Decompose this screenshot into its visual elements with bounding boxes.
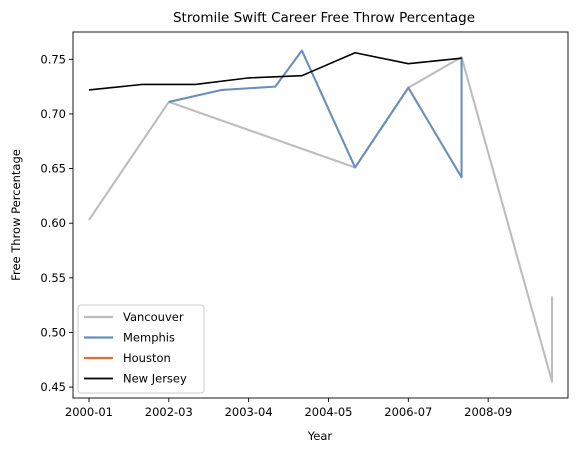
plot-frame bbox=[72, 31, 569, 399]
y-tick-label: 0.55 bbox=[40, 271, 66, 285]
y-tick-label: 0.65 bbox=[40, 162, 66, 176]
y-tick-label: 0.70 bbox=[40, 107, 66, 121]
y-axis: 0.45 0.50 0.55 0.60 0.65 0.70 0.75 bbox=[40, 52, 73, 394]
chart-title: Stromile Swift Career Free Throw Percent… bbox=[173, 10, 475, 26]
y-axis-label: Free Throw Percentage bbox=[9, 149, 23, 281]
x-tick-label: 2003-04 bbox=[225, 405, 273, 419]
x-tick-label: 2004-05 bbox=[304, 405, 352, 419]
legend-label-vancouver: Vancouver bbox=[123, 310, 184, 324]
legend-label-new-jersey: New Jersey bbox=[123, 372, 187, 386]
y-tick-label: 0.60 bbox=[40, 216, 66, 230]
legend-frame bbox=[77, 304, 205, 394]
x-tick-label: 2000-01 bbox=[65, 405, 113, 419]
legend-label-houston: Houston bbox=[123, 351, 171, 365]
legend-label-memphis: Memphis bbox=[123, 331, 175, 345]
series-line-memphis bbox=[168, 49, 463, 179]
legend: Vancouver Memphis Houston New Jersey bbox=[77, 304, 205, 394]
y-tick-label: 0.75 bbox=[40, 52, 66, 66]
y-tick-label: 0.45 bbox=[40, 380, 66, 394]
x-tick-label: 2008-09 bbox=[464, 405, 512, 419]
y-tick-label: 0.50 bbox=[40, 325, 66, 339]
x-axis-label: Year bbox=[307, 429, 333, 443]
x-tick-label: 2006-07 bbox=[384, 405, 432, 419]
series-line-new-jersey bbox=[88, 51, 462, 91]
series-layer bbox=[88, 49, 554, 383]
x-tick-label: 2002-03 bbox=[145, 405, 193, 419]
x-axis: 2000-01 2002-03 2003-04 2004-05 2006-07 2008-… bbox=[65, 398, 512, 419]
